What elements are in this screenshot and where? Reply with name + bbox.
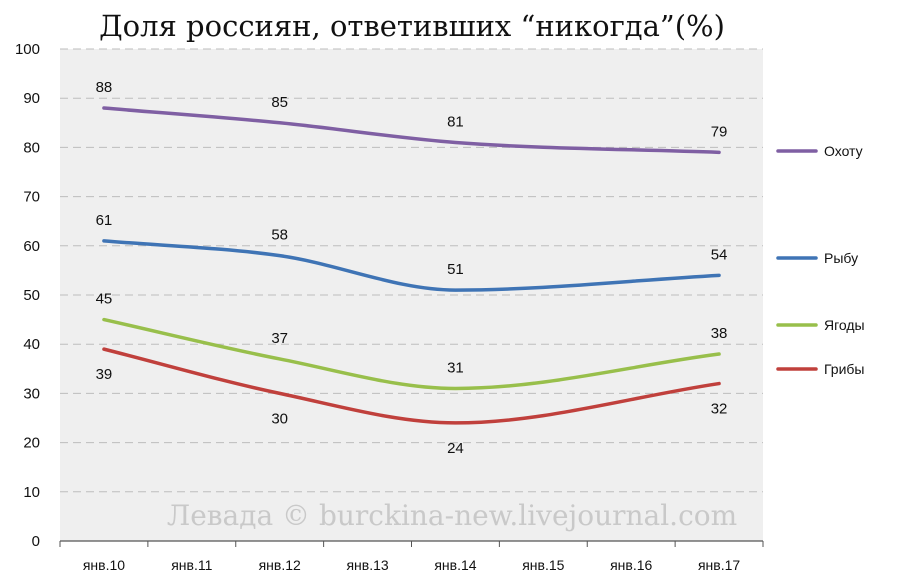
data-label: 58 — [271, 227, 288, 244]
watermark: Левада © burckina-new.livejournal.com — [167, 499, 737, 532]
data-label: 51 — [447, 261, 464, 278]
x-tick-label: янв.17 — [698, 557, 740, 573]
data-label: 61 — [96, 212, 113, 229]
data-label: 81 — [447, 113, 464, 130]
y-tick-label: 60 — [23, 238, 40, 255]
series-line — [102, 347, 721, 425]
data-label: 88 — [96, 79, 113, 96]
chart-title: Доля россиян, ответивших “никогда”(%) — [99, 9, 725, 43]
data-label: 31 — [447, 359, 464, 376]
series-lines — [102, 106, 721, 425]
y-tick-label: 40 — [23, 336, 40, 353]
y-tick-label: 0 — [32, 533, 40, 550]
y-tick-label: 70 — [23, 189, 40, 206]
y-tick-label: 20 — [23, 435, 40, 452]
y-tick-label: 50 — [23, 287, 40, 304]
y-tick-label: 30 — [23, 385, 40, 402]
data-label: 39 — [96, 366, 113, 383]
axes: 0 10 20 30 40 50 60 70 80 90 100 янв.10 янв.11 янв.12… — [15, 41, 764, 573]
data-label: 32 — [711, 401, 728, 418]
data-label: 37 — [271, 330, 288, 347]
data-label: 30 — [271, 410, 288, 427]
legend-label: Грибы — [824, 361, 864, 377]
legend: Охоту Рыбу Ягоды Грибы — [776, 143, 865, 377]
legend-label: Ягоды — [824, 317, 865, 333]
x-tick-label: янв.11 — [171, 557, 212, 573]
data-label: 54 — [711, 246, 728, 263]
x-tick-label: янв.14 — [434, 557, 476, 573]
x-tick-label: янв.16 — [610, 557, 652, 573]
series-line — [102, 106, 721, 155]
y-tick-label: 10 — [23, 484, 40, 501]
x-tick-label: янв.12 — [259, 557, 301, 573]
legend-label: Рыбу — [824, 250, 858, 266]
legend-label: Охоту — [824, 143, 863, 159]
x-tick-label: янв.15 — [522, 557, 564, 573]
data-labels: 88 85 81 79 61 58 51 54 45 37 31 38 39 30 24 32 — [96, 79, 728, 457]
data-label: 45 — [96, 291, 113, 308]
series-line — [102, 239, 721, 292]
y-tick-label: 100 — [15, 41, 40, 58]
data-label: 79 — [711, 123, 728, 140]
data-label: 24 — [447, 440, 464, 457]
series-line — [102, 317, 721, 391]
y-tick-label: 90 — [23, 90, 40, 107]
data-label: 85 — [271, 94, 288, 111]
x-tick-label: янв.13 — [346, 557, 388, 573]
x-tick-label: янв.10 — [83, 557, 125, 573]
y-tick-label: 80 — [23, 139, 40, 156]
gridlines — [60, 48, 763, 493]
data-label: 38 — [711, 325, 728, 342]
